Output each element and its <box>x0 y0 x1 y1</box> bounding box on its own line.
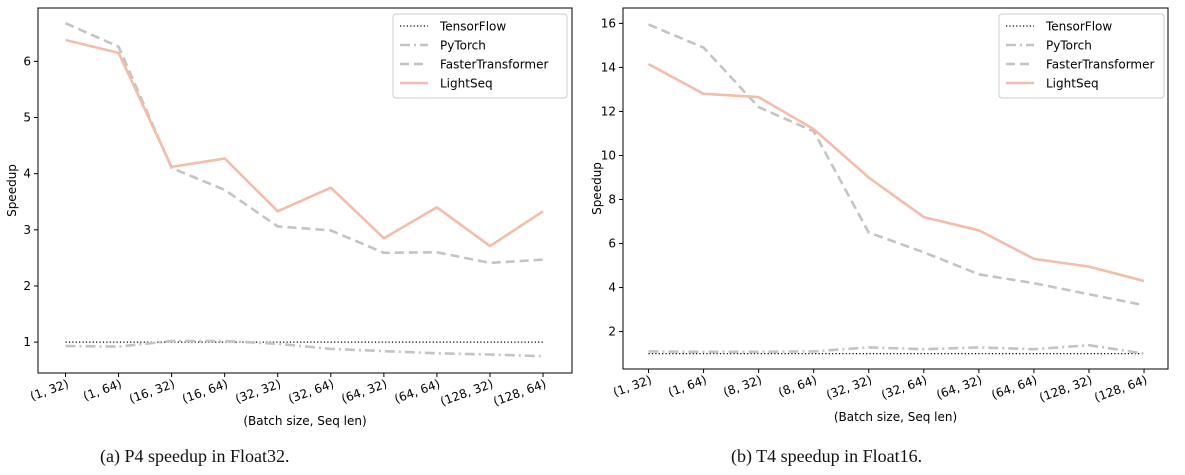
y-tick-label: 6 <box>23 54 31 68</box>
x-axis-label: (Batch size, Seq len) <box>834 410 957 424</box>
series-line-fastertransformer <box>64 22 544 265</box>
y-tick-label: 3 <box>23 223 31 237</box>
x-tick-label: (64, 32) <box>934 373 983 402</box>
x-tick-label: (128, 64) <box>491 377 548 409</box>
y-tick-label: 4 <box>23 167 31 181</box>
legend-label-lightseq: LightSeq <box>1046 77 1099 91</box>
y-axis-label: Speedup <box>5 164 19 217</box>
legend-label-tensorflow: TensorFlow <box>1045 20 1112 34</box>
caption-a: (a) P4 speedup in Float32. <box>100 446 290 466</box>
legend-label-tensorflow: TensorFlow <box>439 20 506 34</box>
legend-label-fastertransformer: FasterTransformer <box>440 58 549 72</box>
series-line-pytorch <box>65 339 544 358</box>
chart-panel-b: 2 4 6 8 10 12 14 16 (1, 32) (1, 64) (8, 32) (8, 64)… <box>590 7 1169 424</box>
y-tick-label: 4 <box>608 281 616 295</box>
y-tick-label: 2 <box>608 325 616 339</box>
y-axis-label: Speedup <box>590 162 604 215</box>
legend: TensorFlow PyTorch FasterTransformer LightS… <box>998 13 1165 99</box>
legend-label-fastertransformer: FasterTransformer <box>1046 58 1155 72</box>
y-tick-label: 1 <box>23 335 31 349</box>
x-tick-label: (128, 64) <box>1092 373 1149 405</box>
legend-box <box>392 13 568 99</box>
legend: TensorFlow PyTorch FasterTransformer LightS… <box>392 13 568 99</box>
x-tick-label: (1, 64) <box>666 373 708 400</box>
x-tick-label: (32, 32) <box>824 373 873 402</box>
x-tick-label: (64, 64) <box>392 377 441 406</box>
plot-area <box>622 7 1169 370</box>
series-line-lightseq <box>647 62 1145 283</box>
x-tick-label: (1, 32) <box>611 373 653 400</box>
legend-box <box>998 13 1165 99</box>
y-tick-label: 2 <box>23 279 31 293</box>
y-tick-label: 5 <box>23 111 31 125</box>
x-tick-label: (64, 64) <box>989 373 1038 402</box>
caption-b: (b) T4 speedup in Float16. <box>731 446 923 466</box>
series-line-fastertransformer <box>647 23 1145 307</box>
x-tick-label: (16, 32) <box>127 377 176 406</box>
x-tick-label: (16, 64) <box>180 377 229 406</box>
y-tick-label: 14 <box>601 60 616 74</box>
legend-label-pytorch: PyTorch <box>440 39 486 53</box>
x-tick-label: (128, 32) <box>438 377 495 409</box>
x-tick-label: (32, 64) <box>286 377 335 406</box>
y-tick-label: 8 <box>608 193 616 207</box>
legend-label-lightseq: LightSeq <box>440 77 493 91</box>
y-tick-label: 10 <box>601 148 616 162</box>
y-tick-label: 6 <box>608 237 616 251</box>
x-tick-label: (32, 64) <box>879 373 928 402</box>
x-tick-label: (32, 32) <box>233 377 282 406</box>
x-tick-label: (8, 64) <box>776 373 818 400</box>
x-tick-label: (64, 32) <box>339 377 388 406</box>
series-line-lightseq <box>65 38 544 248</box>
y-tick-label: 16 <box>601 16 616 30</box>
x-tick-label: (128, 32) <box>1037 373 1094 405</box>
x-tick-label: (1, 32) <box>28 377 70 404</box>
x-tick-label: (1, 64) <box>81 377 123 404</box>
legend-label-pytorch: PyTorch <box>1046 39 1092 53</box>
y-tick-label: 12 <box>601 104 616 118</box>
plot-area <box>37 7 573 374</box>
x-tick-label: (8, 32) <box>721 373 763 400</box>
series-line-pytorch <box>648 343 1145 355</box>
x-axis-label: (Batch size, Seq len) <box>243 414 366 428</box>
